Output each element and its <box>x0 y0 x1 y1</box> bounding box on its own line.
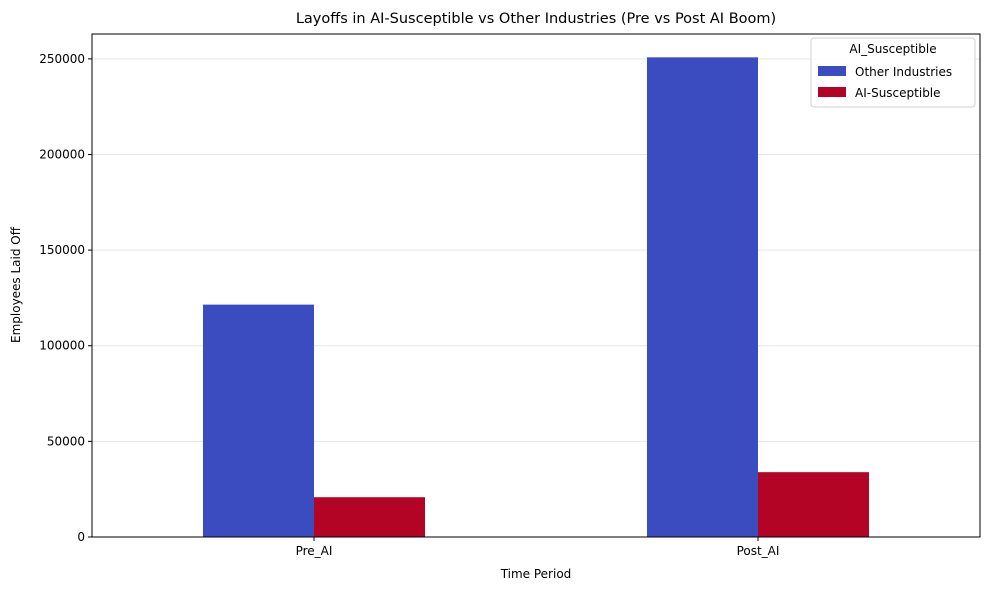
x-tick-label-1: Post_AI <box>737 544 780 558</box>
legend-swatch-other-industries <box>818 66 846 76</box>
y-tick-label-2: 100000 <box>39 339 85 353</box>
chart-title: Layoffs in AI-Susceptible vs Other Indus… <box>296 11 776 27</box>
legend: AI_Susceptible Other Industries AI-Susce… <box>810 37 976 108</box>
bar-other-industries-pre-ai <box>203 304 314 537</box>
x-tick-label-0: Pre_AI <box>296 544 333 558</box>
y-tick-label-1: 50000 <box>47 434 85 448</box>
x-axis-title: Time Period <box>500 567 572 581</box>
legend-label-other-industries: Other Industries <box>855 65 952 79</box>
legend-title: AI_Susceptible <box>849 42 936 56</box>
legend-box <box>810 37 976 108</box>
legend-swatch-ai-susceptible <box>818 87 846 97</box>
y-tick-label-4: 200000 <box>39 147 85 161</box>
y-axis: 0 50000 100000 150000 200000 250000 <box>39 52 92 544</box>
bars <box>203 57 869 538</box>
bar-other-industries-post-ai <box>647 57 758 538</box>
y-tick-label-3: 150000 <box>39 243 85 257</box>
bar-ai-susceptible-post-ai <box>758 472 869 537</box>
y-tick-label-0: 0 <box>77 530 85 544</box>
x-axis: Pre_AI Post_AI <box>296 537 780 558</box>
legend-label-ai-susceptible: AI-Susceptible <box>855 86 941 100</box>
plot-frame <box>91 33 981 538</box>
y-axis-title: Employees Laid Off <box>9 226 23 343</box>
bar-ai-susceptible-pre-ai <box>314 497 425 537</box>
y-tick-label-5: 250000 <box>39 52 85 66</box>
